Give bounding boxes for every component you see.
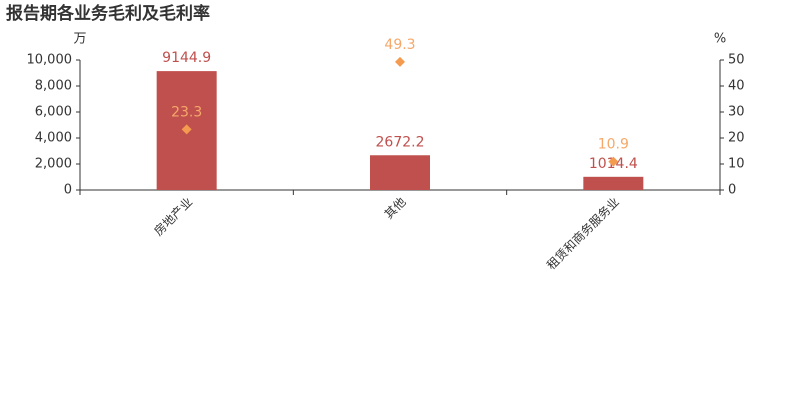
y2-tick-label: 50 [728,53,745,68]
marker-value-label: 49.3 [384,37,415,53]
marker [608,156,619,167]
bar-value-label: 9144.9 [162,50,211,66]
y-tick-label: 10,000 [27,53,73,68]
y2-tick-label: 20 [728,131,745,146]
y-axis-unit: 万 [73,32,86,47]
marker-value-label: 10.9 [598,137,629,153]
y-tick-label: 2,000 [35,157,72,172]
bar [583,176,644,190]
x-tick-label: 租赁和商务服务业 [543,194,621,272]
y2-tick-label: 40 [728,79,745,94]
y2-tick-label: 30 [728,105,745,120]
marker-value-label: 23.3 [171,104,202,120]
marker [395,56,405,67]
bar [370,155,430,190]
y2-tick-label: 0 [728,183,736,198]
chart-title: 报告期各业务毛利及毛利率 [6,3,210,24]
y-tick-label: 4,000 [35,131,72,146]
marker [181,124,192,135]
x-tick-label: 房地产业 [151,194,196,239]
y-tick-label: 6,000 [35,105,72,120]
y-tick-label: 8,000 [35,79,72,94]
y2-tick-label: 10 [728,157,745,172]
bar-value-label: 2672.2 [376,134,425,150]
x-tick-label: 其他 [382,195,409,222]
y-tick-label: 0 [64,183,72,198]
y2-axis-unit: % [714,32,726,47]
